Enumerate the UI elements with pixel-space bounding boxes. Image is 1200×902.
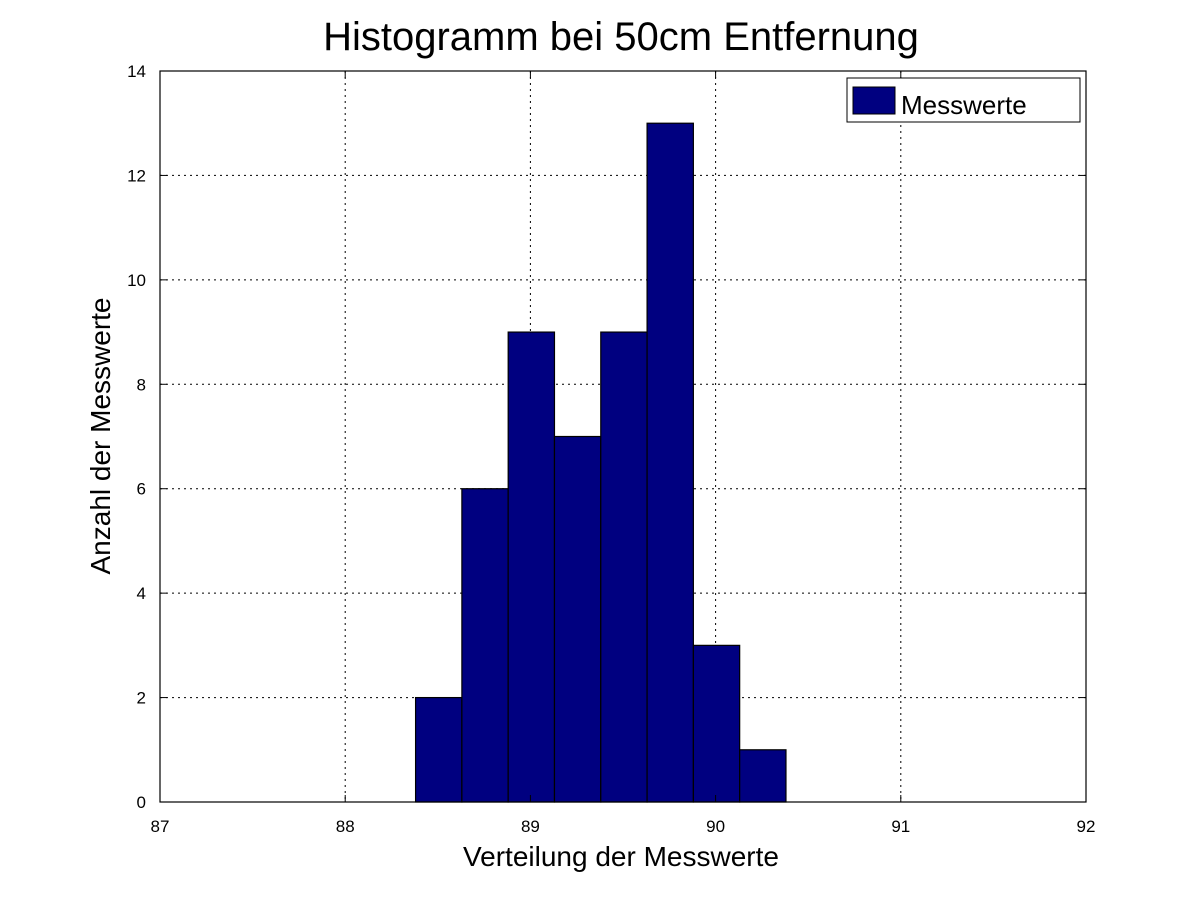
x-tick-label: 87 [151,817,170,836]
histogram-bar [646,122,694,803]
histogram-bar [507,331,556,803]
chart-title: Histogramm bei 50cm Entfernung [323,15,919,59]
histogram-bars [414,122,787,803]
legend-label: Messwerte [901,90,1027,120]
y-axis-label: Anzahl der Messwerte [85,297,116,574]
y-tick-label: 6 [137,480,146,499]
legend: Messwerte [846,77,1081,123]
histogram-bar [414,696,463,803]
legend-swatch [852,86,896,115]
plot-frame [159,70,1087,803]
axis-ticks: 87 88 89 90 91 92 0 2 4 6 8 10 12 14 [127,62,1095,836]
x-tick-label: 91 [891,817,910,836]
histogram-bar [461,488,509,803]
histogram-bar [739,749,787,803]
y-tick-label: 10 [127,271,146,290]
y-tick-label: 0 [137,793,146,812]
histogram-bar [600,331,648,803]
y-tick-label: 8 [137,375,146,394]
histogram-bar [553,435,602,803]
histogram-bar [692,644,741,803]
y-tick-label: 4 [137,584,146,603]
x-tick-label: 89 [521,817,540,836]
x-tick-label: 88 [336,817,355,836]
x-tick-label: 90 [706,817,725,836]
x-axis-label: Verteilung der Messwerte [463,841,779,872]
y-tick-label: 12 [127,166,146,185]
y-tick-label: 2 [137,689,146,708]
y-tick-label: 14 [127,62,146,81]
x-tick-label: 92 [1077,817,1096,836]
